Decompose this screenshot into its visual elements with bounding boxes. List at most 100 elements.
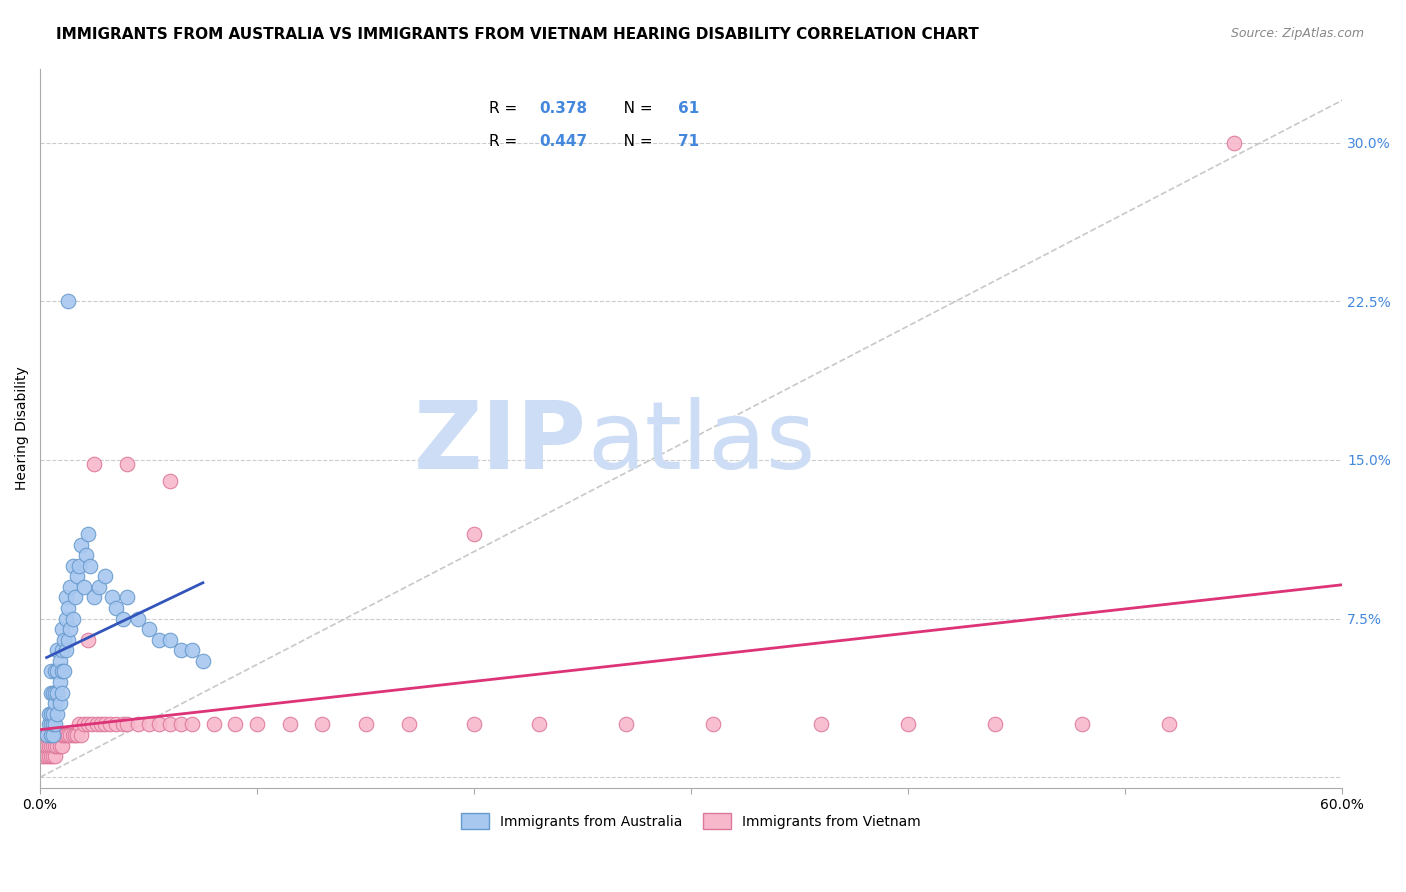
Point [463,527,485,541]
Point [42,728,65,742]
Point [463,717,485,731]
Point [67,558,90,573]
Point [98,717,121,731]
Point [79,558,101,573]
Point [127,611,149,625]
Text: IMMIGRANTS FROM AUSTRALIA VS IMMIGRANTS FROM VIETNAM HEARING DISABILITY CORRELAT: IMMIGRANTS FROM AUSTRALIA VS IMMIGRANTS … [56,27,979,42]
Text: 0.378: 0.378 [538,101,586,116]
Point [53,665,76,679]
Point [72,717,94,731]
Point [159,717,181,731]
Point [44,739,66,753]
Point [62,728,84,742]
Point [115,717,138,731]
Text: atlas: atlas [588,397,815,489]
Point [100,591,122,605]
Point [35,739,58,753]
Point [66,569,89,583]
Point [46,643,69,657]
Point [170,717,193,731]
Point [59,580,82,594]
Text: 61: 61 [678,101,699,116]
Point [702,717,724,731]
Point [38,739,60,753]
Point [72,580,94,594]
Text: ZIP: ZIP [415,397,588,489]
Point [44,685,66,699]
Point [67,717,90,731]
Point [984,717,1007,731]
Point [76,632,98,647]
Point [115,591,138,605]
Point [105,717,128,731]
Point [354,717,377,731]
Point [224,717,246,731]
Point [53,728,76,742]
Point [39,717,62,731]
Point [53,632,76,647]
Point [159,632,181,647]
Point [58,728,80,742]
Point [159,474,181,488]
Point [39,706,62,721]
Point [59,622,82,636]
Point [62,558,84,573]
Point [170,643,193,657]
Point [38,706,60,721]
Point [897,717,920,731]
Point [38,717,60,731]
Text: Source: ZipAtlas.com: Source: ZipAtlas.com [1230,27,1364,40]
Text: N =: N = [609,135,658,149]
Text: R =: R = [489,101,523,116]
Point [39,739,62,753]
Point [58,601,80,615]
Point [83,457,105,471]
Point [1157,717,1180,731]
Point [46,685,69,699]
Point [44,696,66,710]
Point [38,749,60,764]
Point [94,569,117,583]
Point [35,728,58,742]
Point [42,706,65,721]
Point [38,728,60,742]
Point [44,728,66,742]
Point [111,611,134,625]
Point [138,622,160,636]
Point [614,717,637,731]
Point [127,717,149,731]
Point [1222,136,1244,150]
Point [76,717,98,731]
Legend: Immigrants from Australia, Immigrants from Vietnam: Immigrants from Australia, Immigrants fr… [456,807,927,835]
Point [39,728,62,742]
Point [311,717,333,731]
Point [111,717,134,731]
Point [51,739,73,753]
Point [34,749,56,764]
Point [63,591,86,605]
Text: N =: N = [609,101,658,116]
Point [148,717,170,731]
Point [55,611,77,625]
Point [55,643,77,657]
Point [115,457,138,471]
Point [86,717,108,731]
Text: 0.447: 0.447 [538,135,586,149]
Point [39,728,62,742]
Point [246,717,269,731]
Text: 71: 71 [678,135,699,149]
Point [810,717,832,731]
Point [39,685,62,699]
Point [35,728,58,742]
Point [51,728,73,742]
Point [44,749,66,764]
Point [55,728,77,742]
Point [75,548,97,562]
Point [191,654,214,668]
Point [42,717,65,731]
Point [39,749,62,764]
Point [202,717,225,731]
Text: R =: R = [489,135,523,149]
Point [76,527,98,541]
Point [46,739,69,753]
